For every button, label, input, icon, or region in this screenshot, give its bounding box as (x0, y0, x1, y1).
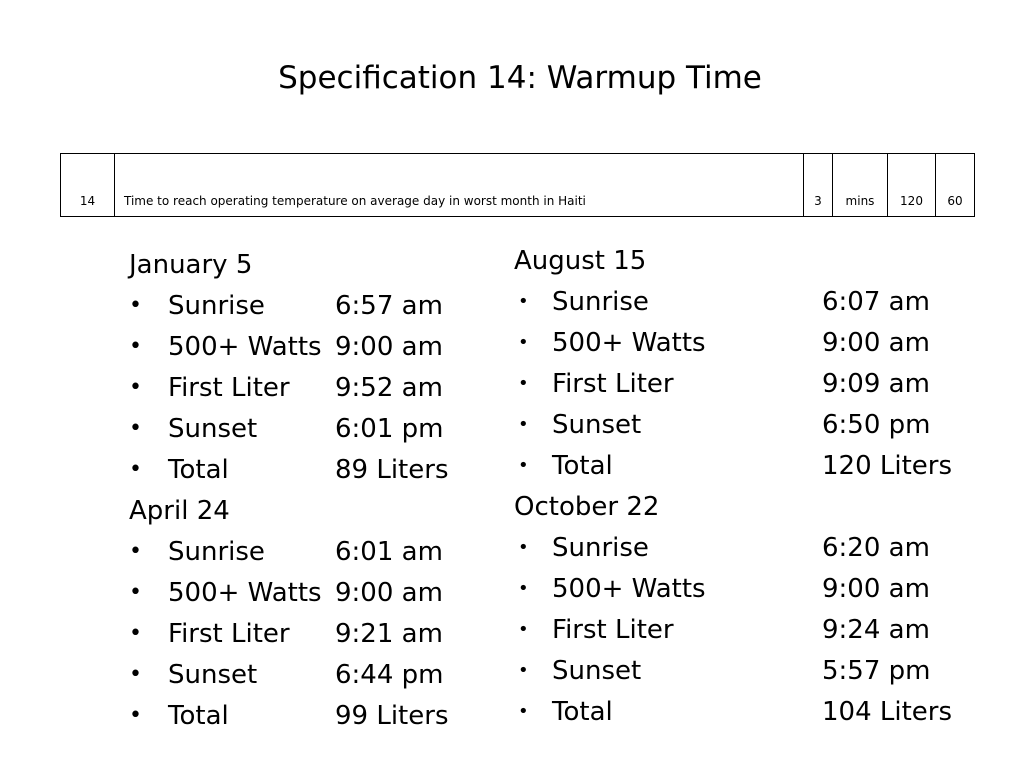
item-label: Sunset (168, 414, 258, 444)
section-title: August 15 (514, 246, 647, 276)
item-label: 500+ Watts (552, 574, 706, 604)
item-value: 6:01 pm (335, 414, 444, 444)
list-item: • Total 99 Liters (129, 696, 529, 737)
list-item: • First Liter 9:52 am (129, 368, 529, 409)
item-label: Total (552, 697, 613, 727)
item-value: 9:00 am (822, 574, 930, 604)
item-value: 6:07 am (822, 287, 930, 317)
table-row: 14 Time to reach operating temperature o… (60, 153, 975, 217)
spec-units-cell: mins (832, 153, 888, 217)
list-item: • Sunset 6:50 pm (514, 405, 994, 446)
item-value: 6:44 pm (335, 660, 444, 690)
item-label: Total (168, 701, 229, 731)
bullet-icon: • (129, 457, 142, 482)
item-value: 9:24 am (822, 615, 930, 645)
list-item: • Sunrise 6:57 am (129, 286, 529, 327)
bullet-icon: • (518, 414, 529, 435)
section-october-22: October 22 • Sunrise 6:20 am • 500+ Watts 9:… (514, 487, 994, 733)
list-item: • 500+ Watts 9:00 am (129, 573, 529, 614)
spec-description-cell: Time to reach operating temperature on a… (114, 153, 804, 217)
item-label: First Liter (168, 619, 290, 649)
bullet-icon: • (518, 660, 529, 681)
bullet-icon: • (518, 291, 529, 312)
bullet-icon: • (518, 332, 529, 353)
item-value: 89 Liters (335, 455, 449, 485)
item-label: 500+ Watts (168, 332, 322, 362)
list-item: • 500+ Watts 9:00 am (129, 327, 529, 368)
spec-weight-cell: 3 (803, 153, 833, 217)
list-item: • Sunrise 6:20 am (514, 528, 994, 569)
bullet-icon: • (518, 455, 529, 476)
bullet-icon: • (129, 416, 142, 441)
bullet-icon: • (518, 578, 529, 599)
list-item: • 500+ Watts 9:00 am (514, 323, 994, 364)
item-value: 6:50 pm (822, 410, 931, 440)
spec-marginal-cell: 120 (887, 153, 936, 217)
list-item: • Total 89 Liters (129, 450, 529, 491)
section-august-15: August 15 • Sunrise 6:07 am • 500+ Watts 9:0… (514, 241, 994, 487)
spec-number-cell: 14 (60, 153, 115, 217)
item-value: 9:21 am (335, 619, 443, 649)
bullet-icon: • (518, 373, 529, 394)
list-item: • First Liter 9:09 am (514, 364, 994, 405)
bullet-icon: • (129, 375, 142, 400)
section-january-5: January 5 • Sunrise 6:57 am • 500+ Watts 9:0… (129, 245, 529, 491)
list-item: • Sunrise 6:01 am (129, 532, 529, 573)
item-label: Sunrise (552, 533, 649, 563)
item-value: 99 Liters (335, 701, 449, 731)
section-title: October 22 (514, 492, 660, 522)
item-label: Sunset (168, 660, 258, 690)
item-value: 6:20 am (822, 533, 930, 563)
item-label: Sunrise (168, 291, 265, 321)
list-item: • Total 104 Liters (514, 692, 994, 733)
specification-table: 14 Time to reach operating temperature o… (60, 153, 975, 217)
item-label: Sunrise (168, 537, 265, 567)
item-label: Total (168, 455, 229, 485)
item-value: 120 Liters (822, 451, 953, 481)
spec-ideal-cell: 60 (935, 153, 975, 217)
list-item: • Total 120 Liters (514, 446, 994, 487)
item-value: 5:57 pm (822, 656, 931, 686)
bullet-icon: • (129, 580, 142, 605)
item-label: Sunset (552, 410, 642, 440)
item-label: Sunset (552, 656, 642, 686)
item-label: First Liter (168, 373, 290, 403)
bullet-icon: • (518, 537, 529, 558)
list-item: • Sunset 6:01 pm (129, 409, 529, 450)
bullet-icon: • (129, 539, 142, 564)
bullet-icon: • (129, 334, 142, 359)
section-april-24: April 24 • Sunrise 6:01 am • 500+ Watts 9:00… (129, 491, 529, 737)
item-value: 9:00 am (822, 328, 930, 358)
item-label: First Liter (552, 369, 674, 399)
list-item: • 500+ Watts 9:00 am (514, 569, 994, 610)
list-item: • First Liter 9:21 am (129, 614, 529, 655)
item-value: 104 Liters (822, 697, 953, 727)
bullet-icon: • (129, 621, 142, 646)
section-title: January 5 (129, 250, 253, 280)
item-label: 500+ Watts (552, 328, 706, 358)
list-item: • First Liter 9:24 am (514, 610, 994, 651)
list-item: • Sunset 6:44 pm (129, 655, 529, 696)
item-value: 9:09 am (822, 369, 930, 399)
item-value: 9:52 am (335, 373, 443, 403)
item-value: 6:57 am (335, 291, 443, 321)
bullet-icon: • (518, 619, 529, 640)
item-label: Sunrise (552, 287, 649, 317)
list-item: • Sunset 5:57 pm (514, 651, 994, 692)
item-value: 6:01 am (335, 537, 443, 567)
item-label: 500+ Watts (168, 578, 322, 608)
bullet-icon: • (129, 662, 142, 687)
item-label: First Liter (552, 615, 674, 645)
item-value: 9:00 am (335, 578, 443, 608)
section-title: April 24 (129, 496, 230, 526)
slide-title: Specification 14: Warmup Time (278, 60, 762, 96)
bullet-icon: • (129, 293, 142, 318)
bullet-icon: • (518, 701, 529, 722)
item-value: 9:00 am (335, 332, 443, 362)
bullet-icon: • (129, 703, 142, 728)
item-label: Total (552, 451, 613, 481)
list-item: • Sunrise 6:07 am (514, 282, 994, 323)
